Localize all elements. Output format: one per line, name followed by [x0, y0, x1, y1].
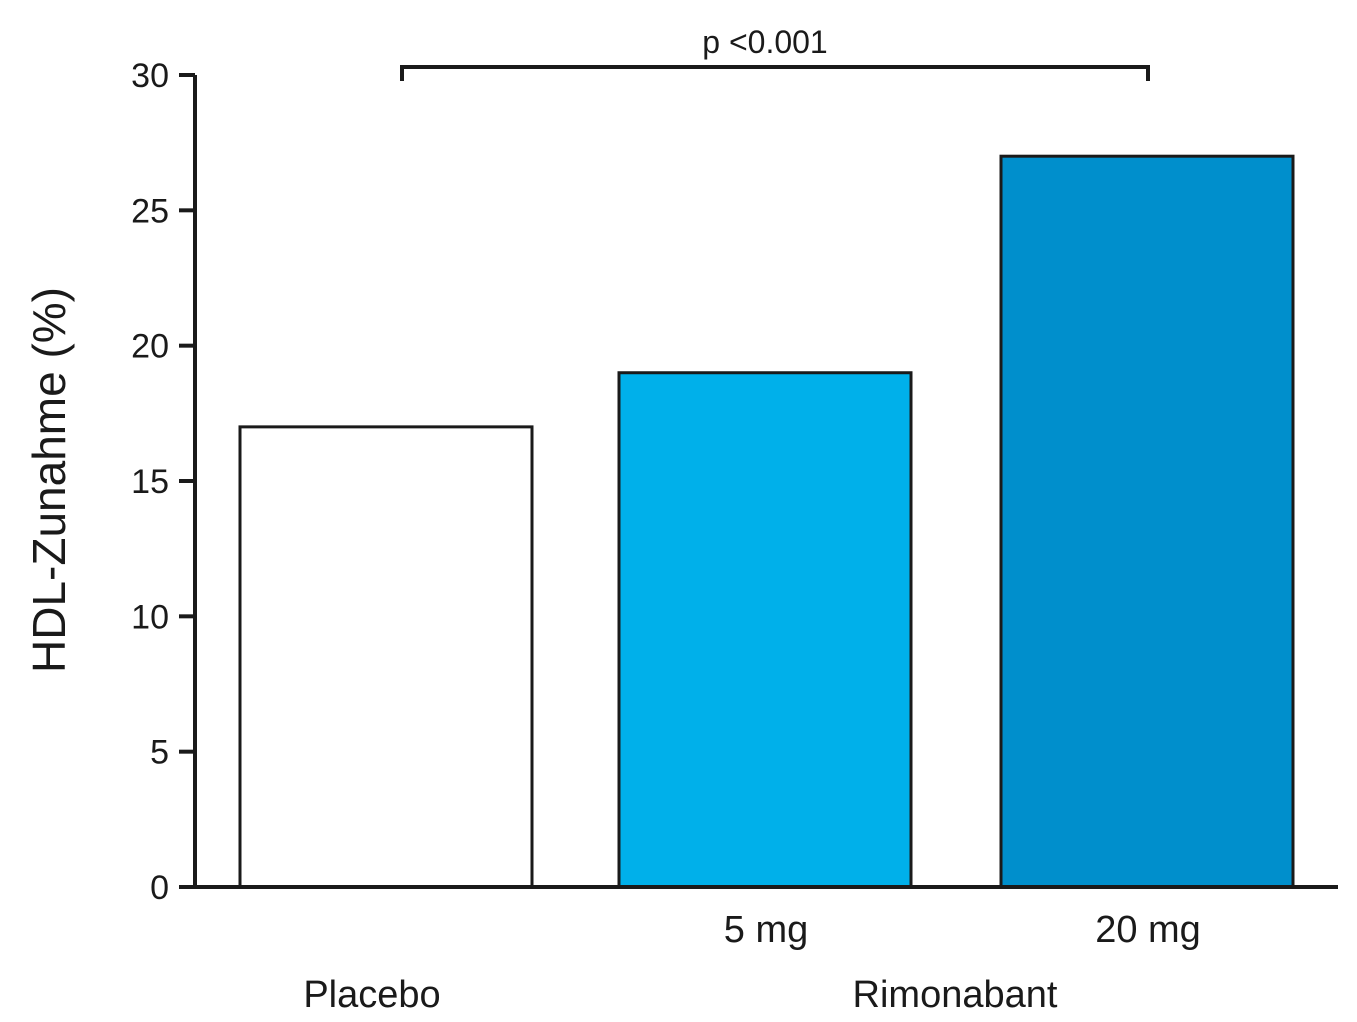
bar-2 [617, 371, 913, 889]
bar-1 [238, 425, 534, 889]
significance-label: p <0.001 [702, 24, 827, 60]
y-tick-label: 10 [131, 598, 169, 636]
category-label-1: Placebo [303, 974, 440, 1016]
group-label: Rimonabant [853, 974, 1058, 1016]
significance-bracket [400, 65, 1150, 81]
category-labels: Placebo 5 mg 20 mg [303, 909, 1200, 1016]
y-axis-ticks: 0 5 10 15 20 25 30 [131, 57, 195, 907]
y-tick-label: 30 [131, 57, 169, 95]
category-label-2: 5 mg [724, 909, 808, 951]
y-tick-label: 0 [150, 869, 169, 907]
y-tick-label: 15 [131, 463, 169, 501]
category-label-3: 20 mg [1095, 909, 1201, 951]
y-tick-label: 20 [131, 328, 169, 366]
bar-3 [999, 154, 1295, 889]
y-tick-label: 5 [150, 734, 169, 772]
y-tick-label: 25 [131, 192, 169, 230]
y-axis-title: HDL-Zunahme (%) [23, 287, 75, 673]
bars [238, 154, 1295, 889]
